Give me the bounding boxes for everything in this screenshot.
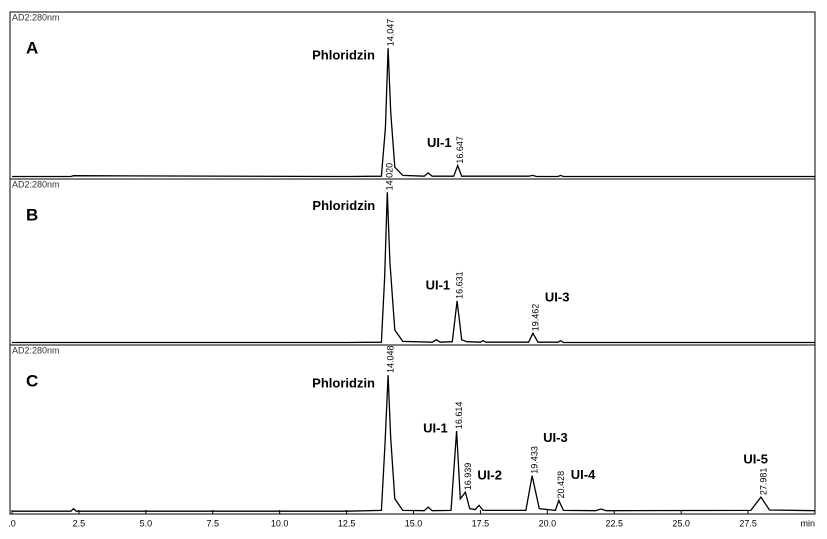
peak-name: Phloridzin <box>312 198 375 213</box>
peak-name: UI-1 <box>427 135 452 150</box>
panel-letter: B <box>26 205 38 224</box>
retention-time: 27.981 <box>758 468 768 496</box>
peak-name: Phloridzin <box>312 48 375 63</box>
chromatogram-trace <box>12 48 815 178</box>
x-tick-label: 12.5 <box>338 518 356 528</box>
panel-frame <box>9 344 816 515</box>
x-tick-label: 22.5 <box>605 518 623 528</box>
peak-name: UI-3 <box>543 430 568 445</box>
x-tick-label: 5.0 <box>140 518 153 528</box>
x-tick-label: 17.5 <box>472 518 490 528</box>
detector-label: AD2:280nm <box>12 12 60 22</box>
panel-letter: A <box>26 38 38 57</box>
x-axis-label: min <box>800 518 815 528</box>
x-tick-label: .0 <box>8 518 16 528</box>
retention-time: 16.614 <box>454 402 464 430</box>
x-tick-label: 2.5 <box>73 518 86 528</box>
detector-label: AD2:280nm <box>12 345 60 355</box>
chromatogram-trace <box>12 192 815 344</box>
x-tick-label: 10.0 <box>271 518 289 528</box>
chromatogram-trace <box>12 375 816 512</box>
panel-letter: C <box>26 371 38 390</box>
peak-name: Phloridzin <box>312 375 375 390</box>
retention-time: 16.939 <box>463 463 473 491</box>
peak-name: UI-2 <box>477 468 502 483</box>
retention-time: 16.631 <box>455 271 465 299</box>
peak-name: UI-1 <box>423 421 448 436</box>
x-tick-label: 15.0 <box>405 518 423 528</box>
x-tick-label: 7.5 <box>206 518 219 528</box>
x-tick-label: 20.0 <box>539 518 557 528</box>
retention-time: 14.048 <box>385 346 395 374</box>
peak-name: UI-5 <box>743 452 768 467</box>
x-tick-label: 25.0 <box>672 518 690 528</box>
peak-name: UI-3 <box>545 290 570 305</box>
peak-name: UI-4 <box>571 467 596 482</box>
panel-frame <box>9 11 816 180</box>
retention-time: 16.647 <box>455 136 465 164</box>
retention-time: 20.428 <box>556 471 566 499</box>
retention-time: 14.047 <box>385 19 395 47</box>
x-tick-label: 27.5 <box>739 518 757 528</box>
retention-time: 19.433 <box>530 446 540 474</box>
panel-frame <box>9 178 816 346</box>
peak-name: UI-1 <box>426 277 451 292</box>
retention-time: 19.462 <box>530 304 540 332</box>
detector-label: AD2:280nm <box>12 179 60 189</box>
retention-time: 14.020 <box>385 163 395 191</box>
